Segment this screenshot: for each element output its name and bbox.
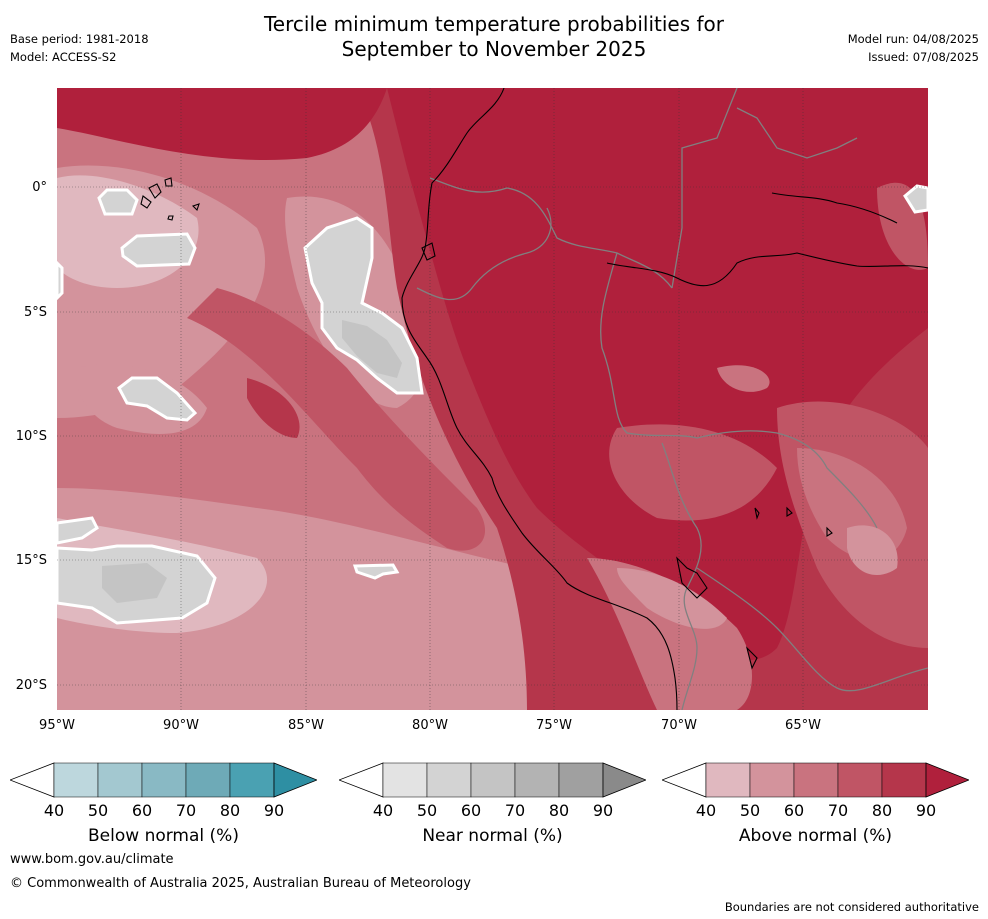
map-svg (57, 88, 928, 710)
colorbar-segment (705, 762, 751, 798)
darker-patch-offshore (247, 378, 300, 438)
tick-above-50: 50 (739, 801, 761, 820)
colorbar-segment (382, 762, 428, 798)
tick-above-70: 70 (827, 801, 849, 820)
graticule (57, 88, 928, 710)
map-title: Tercile minimum temperature probabilitie… (0, 12, 988, 62)
darkest-continent (387, 88, 928, 661)
colorbar-under-triangle (337, 762, 384, 798)
tick-below-90: 90 (263, 801, 285, 820)
mid-patch-bolivia (609, 424, 777, 521)
lon-label-85w: 85°W (288, 718, 324, 733)
near-normal-patch-1 (97, 188, 139, 216)
near-normal-patch-8 (903, 184, 928, 214)
title-line-1: Tercile minimum temperature probabilitie… (263, 12, 725, 36)
tick-near-50: 50 (416, 801, 438, 820)
tick-above-90: 90 (915, 801, 937, 820)
lon-label-80w: 80°W (412, 718, 448, 733)
colorbar-above-svg (660, 762, 971, 798)
tick-near-60: 60 (460, 801, 482, 820)
colorbar-label-below: Below normal (%) (88, 826, 239, 846)
colorbar-below-normal (8, 762, 319, 798)
colorbar-below-svg (8, 762, 319, 798)
near-normal-patch-9 (57, 260, 64, 301)
lighter-patch-south-coast (617, 568, 727, 629)
base-period-text: Base period: 1981-2018 (10, 32, 149, 46)
lat-label-15s: 15°S (15, 553, 47, 568)
colorbar-segment (793, 762, 839, 798)
colorbar-near-svg (337, 762, 648, 798)
footer-url[interactable]: www.bom.gov.au/climate (10, 852, 174, 867)
near-normal-patch-5 (57, 516, 99, 545)
lighter-patch-east (847, 525, 898, 576)
lon-label-65w: 65°W (785, 718, 821, 733)
tick-near-90: 90 (592, 801, 614, 820)
model-run-text: Model run: 04/08/2025 (847, 32, 979, 46)
tick-near-70: 70 (504, 801, 526, 820)
issued-text: Issued: 07/08/2025 (868, 50, 979, 64)
ticks-below: 40 50 60 70 80 90 (10, 801, 317, 821)
near-normal-patch-7 (352, 563, 400, 580)
ticks-above: 40 50 60 70 80 90 (662, 801, 969, 821)
small-patch-amazon (717, 365, 770, 392)
light-patch-south-coast (587, 558, 752, 710)
colorbar-segment (470, 762, 516, 798)
dark-band-offshore (187, 288, 486, 551)
colorbar-over-triangle (602, 762, 648, 798)
tick-above-80: 80 (871, 801, 893, 820)
lon-label-75w: 75°W (536, 718, 572, 733)
ticks-near: 40 50 60 70 80 90 (339, 801, 646, 821)
tick-below-40: 40 (43, 801, 65, 820)
tick-above-60: 60 (783, 801, 805, 820)
lat-label-0: 0° (32, 180, 47, 195)
darkest-northwest (57, 88, 387, 161)
colorbar-segment (514, 762, 560, 798)
near-normal-inner (342, 320, 402, 378)
colorbar-label-above: Above normal (%) (738, 826, 893, 846)
colorbar-segment (837, 762, 883, 798)
coastline (140, 88, 928, 710)
near-normal-inner-sw (102, 563, 167, 603)
colorbar-over-triangle (925, 762, 971, 798)
model-text: Model: ACCESS-S2 (10, 50, 117, 64)
colorbar-above-normal (660, 762, 971, 798)
colorbar-label-near: Near normal (%) (422, 826, 563, 846)
colorbar-segment (141, 762, 187, 798)
colorbar-near-normal (337, 762, 648, 798)
lat-label-20s: 20°S (15, 678, 47, 693)
tick-near-40: 40 (372, 801, 394, 820)
colorbar-segment (558, 762, 604, 798)
tick-above-40: 40 (695, 801, 717, 820)
lat-label-10s: 10°S (15, 429, 47, 444)
colorbar-segment (881, 762, 927, 798)
lon-label-90w: 90°W (163, 718, 199, 733)
colorbar-segment (229, 762, 275, 798)
colorbar-under-triangle (8, 762, 55, 798)
lat-label-5s: 5°S (23, 305, 47, 320)
near-normal-patch-4 (117, 376, 198, 422)
near-normal-patch-2 (120, 232, 197, 268)
colorbar-under-triangle (660, 762, 707, 798)
lon-label-95w: 95°W (39, 718, 75, 733)
colorbar-segment (53, 762, 99, 798)
colorbar-segment (749, 762, 795, 798)
colorbar-segment (97, 762, 143, 798)
colorbar-over-triangle (273, 762, 319, 798)
footer-disclaimer: Boundaries are not considered authoritat… (724, 900, 979, 914)
title-line-2: September to November 2025 (341, 37, 647, 61)
probability-map (57, 88, 928, 710)
tick-below-50: 50 (87, 801, 109, 820)
colorbar-segment (185, 762, 231, 798)
tick-below-80: 80 (219, 801, 241, 820)
tick-below-60: 60 (131, 801, 153, 820)
colorbar-segment (426, 762, 472, 798)
lon-label-70w: 70°W (661, 718, 697, 733)
tick-below-70: 70 (175, 801, 197, 820)
footer-copyright: © Commonwealth of Australia 2025, Austra… (10, 876, 471, 891)
tick-near-80: 80 (548, 801, 570, 820)
